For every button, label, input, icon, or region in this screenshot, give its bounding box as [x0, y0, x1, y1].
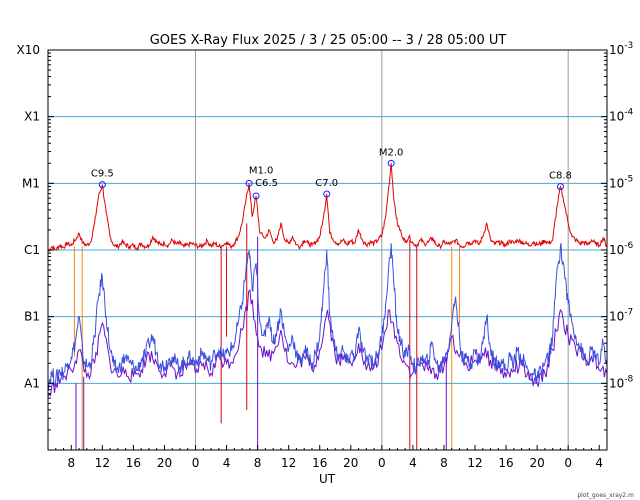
- x-tick-label-17: 4: [595, 456, 603, 470]
- x-tick-label-0: 8: [67, 456, 75, 470]
- flare-label-5: C8.8: [549, 171, 572, 182]
- x-tick-label-9: 20: [343, 456, 358, 470]
- flare-label-2: C6.5: [255, 178, 278, 189]
- left-label-X1: X1: [24, 110, 40, 124]
- x-axis-ticks: 8 12 16 20 0 4 8 12 16 20 0 4 8 12 16 20 0 4: [55, 445, 603, 470]
- right-label-2: 10-5: [609, 174, 633, 190]
- x-tick-label-15: 20: [529, 456, 544, 470]
- series-line-1: [47, 242, 608, 390]
- flare-label-4: M2.0: [379, 147, 404, 158]
- right-axis-labels: 10-3 10-4 10-5 10-6 10-7 10-8: [48, 41, 634, 431]
- x-tick-label-8: 16: [312, 456, 327, 470]
- series-group: [47, 163, 608, 450]
- x-tick-label-13: 12: [467, 456, 482, 470]
- flare-marker-1: [245, 179, 253, 187]
- flare-marker-3: [323, 190, 331, 198]
- flare-marker-5: [556, 183, 564, 191]
- right-label-exp-4: -7: [624, 308, 633, 318]
- x-tick-label-3: 20: [157, 456, 172, 470]
- left-label-C1: C1: [24, 243, 40, 257]
- right-label-3: 10-6: [609, 241, 634, 257]
- x-tick-label-10: 0: [378, 456, 386, 470]
- x-tick-label-12: 8: [440, 456, 448, 470]
- right-label-exp-2: -5: [624, 174, 633, 184]
- left-label-X10: X10: [17, 43, 41, 57]
- x-tick-label-4: 0: [192, 456, 200, 470]
- x-tick-label-11: 4: [409, 456, 417, 470]
- x-tick-label-14: 16: [498, 456, 513, 470]
- left-label-B1: B1: [24, 310, 40, 324]
- x-tick-label-16: 0: [564, 456, 572, 470]
- flare-marker-4: [387, 159, 395, 167]
- x-tick-label-6: 8: [254, 456, 262, 470]
- flare-marker-0: [98, 181, 106, 189]
- right-label-4: 10-7: [609, 308, 633, 324]
- grid: [48, 50, 607, 450]
- right-label-0: 10-3: [609, 41, 633, 57]
- series-line-2: [47, 288, 608, 397]
- x-tick-label-7: 12: [281, 456, 296, 470]
- right-label-exp-0: -3: [624, 41, 633, 51]
- right-label-1: 10-4: [609, 108, 634, 124]
- series-line-0: [47, 163, 608, 252]
- x-axis-label: UT: [319, 472, 336, 486]
- flare-annotations: C9.5 M1.0 C6.5 C7.0 M2.0 C8.8: [91, 147, 572, 200]
- flare-label-0: C9.5: [91, 169, 114, 180]
- right-label-exp-5: -8: [624, 374, 633, 384]
- left-label-M1: M1: [22, 176, 40, 190]
- flare-marker-2: [252, 192, 260, 200]
- x-tick-label-2: 16: [126, 456, 141, 470]
- right-label-5: 10-8: [609, 374, 634, 390]
- flare-label-1: M1.0: [249, 165, 274, 176]
- x-tick-label-5: 4: [223, 456, 231, 470]
- right-label-exp-3: -6: [624, 241, 633, 251]
- credit-text: plot_goes_xray2.m: [577, 492, 634, 499]
- chart-title: GOES X-Ray Flux 2025 / 3 / 25 05:00 -- 3…: [150, 33, 507, 48]
- right-label-exp-1: -4: [624, 108, 633, 118]
- left-axis-labels: X10 X1 M1 C1 B1 A1: [17, 43, 41, 390]
- x-tick-label-1: 12: [95, 456, 110, 470]
- left-label-A1: A1: [24, 376, 40, 390]
- flare-label-3: C7.0: [315, 178, 338, 189]
